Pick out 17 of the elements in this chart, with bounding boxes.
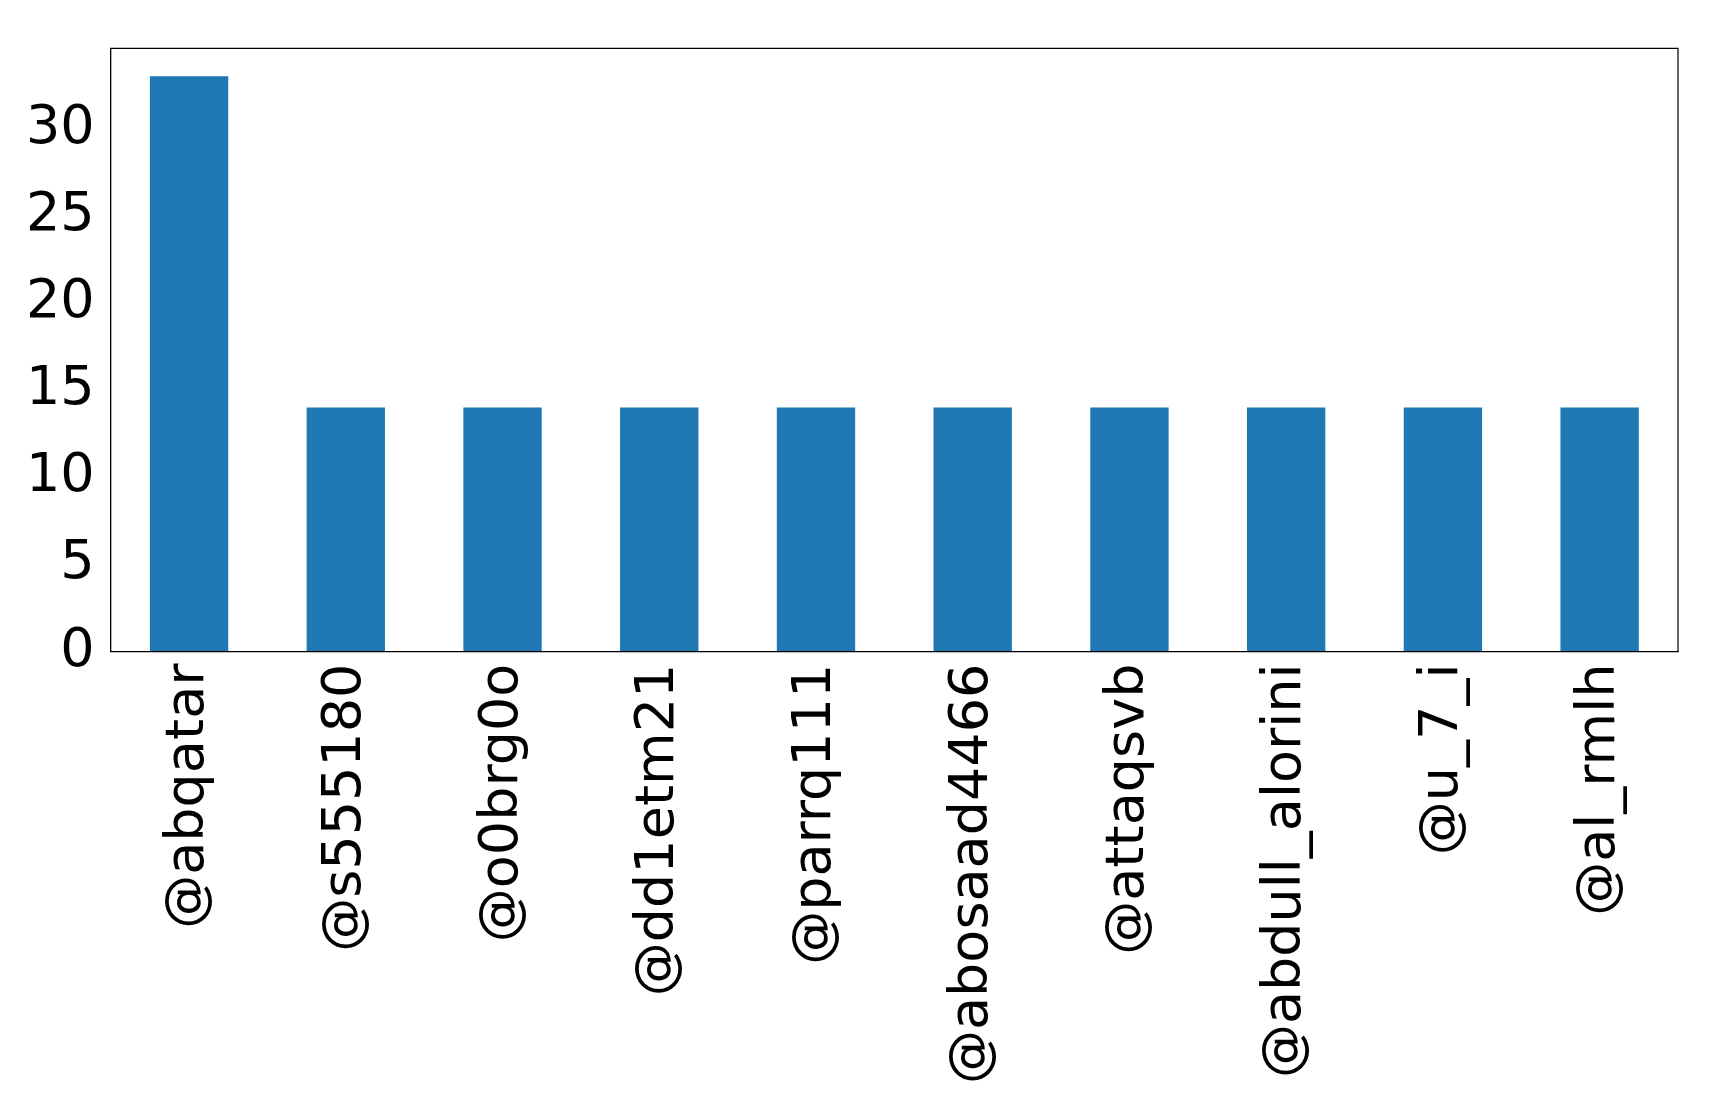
x-tick-label: @parrq111 [780, 663, 844, 965]
y-tick-label: 5 [60, 528, 95, 592]
x-tick-label: @attaqsvb [1093, 663, 1157, 955]
x-tick-label: @al_rmlh [1563, 663, 1627, 916]
y-tick-label: 0 [60, 615, 95, 679]
y-tick-label: 15 [25, 354, 95, 418]
x-tick-label: @abqatar [153, 662, 217, 929]
y-tick-label: 10 [25, 441, 95, 505]
x-tick-label: @abosaad4466 [936, 663, 1000, 1085]
y-tick-label: 30 [25, 92, 95, 156]
x-tick-label: @s555180 [309, 663, 373, 952]
x-tick-label: @o0brg0o [466, 663, 530, 943]
x-tick-label: @dd1etm21 [623, 663, 687, 997]
x-tick-label: @u_7_i [1406, 663, 1470, 856]
x-tick-label: @abdull_alorini [1250, 663, 1314, 1079]
y-tick-label: 25 [25, 179, 95, 243]
y-tick-label: 20 [25, 266, 95, 330]
